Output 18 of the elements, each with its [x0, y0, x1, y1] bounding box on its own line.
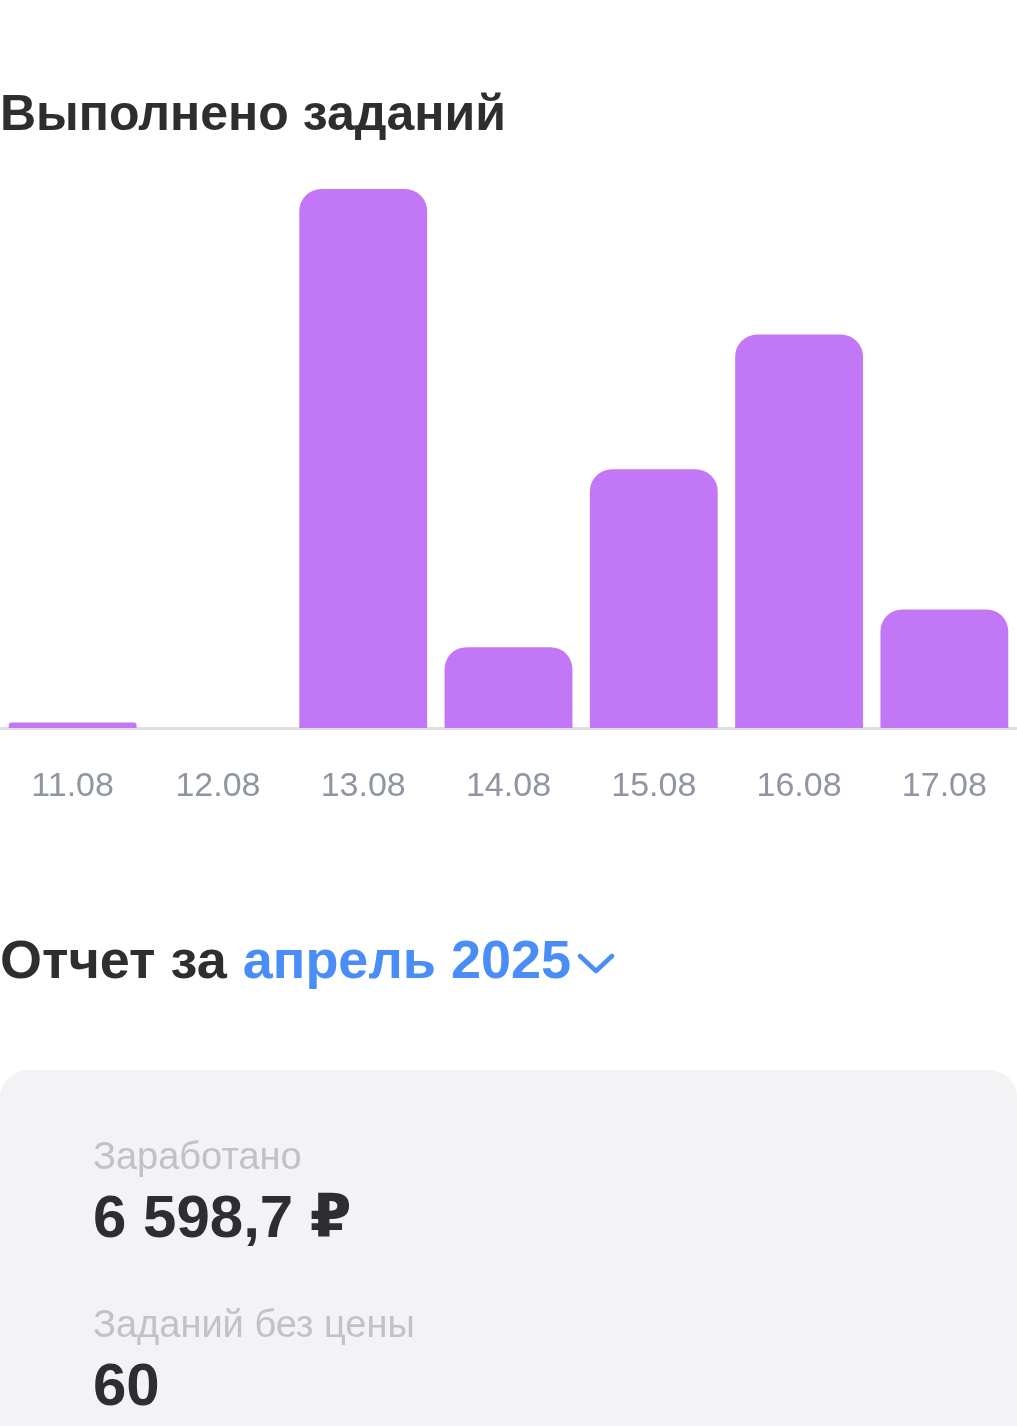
bar: [735, 334, 863, 728]
x-tick-label: 15.08: [611, 764, 697, 803]
text: 60: [93, 1351, 160, 1418]
bar: [880, 609, 1009, 728]
x-tick-label: 14.08: [465, 764, 552, 803]
text: апрель 2025: [242, 928, 572, 990]
bar: [444, 647, 573, 728]
bar: [299, 189, 428, 728]
x-tick-label: 16.08: [756, 764, 842, 803]
x-tick-label: 12.08: [175, 764, 261, 803]
x-tick-label: 13.08: [320, 764, 406, 803]
bar: [8, 722, 137, 728]
text: 6 598,7 ₽: [93, 1183, 352, 1250]
text: Отчет за: [0, 928, 227, 990]
x-tick-label: 11.08: [31, 764, 114, 803]
x-tick-label: 17.08: [901, 764, 987, 803]
bar: [589, 469, 718, 728]
chart-title: Выполнено заданий: [0, 85, 506, 141]
